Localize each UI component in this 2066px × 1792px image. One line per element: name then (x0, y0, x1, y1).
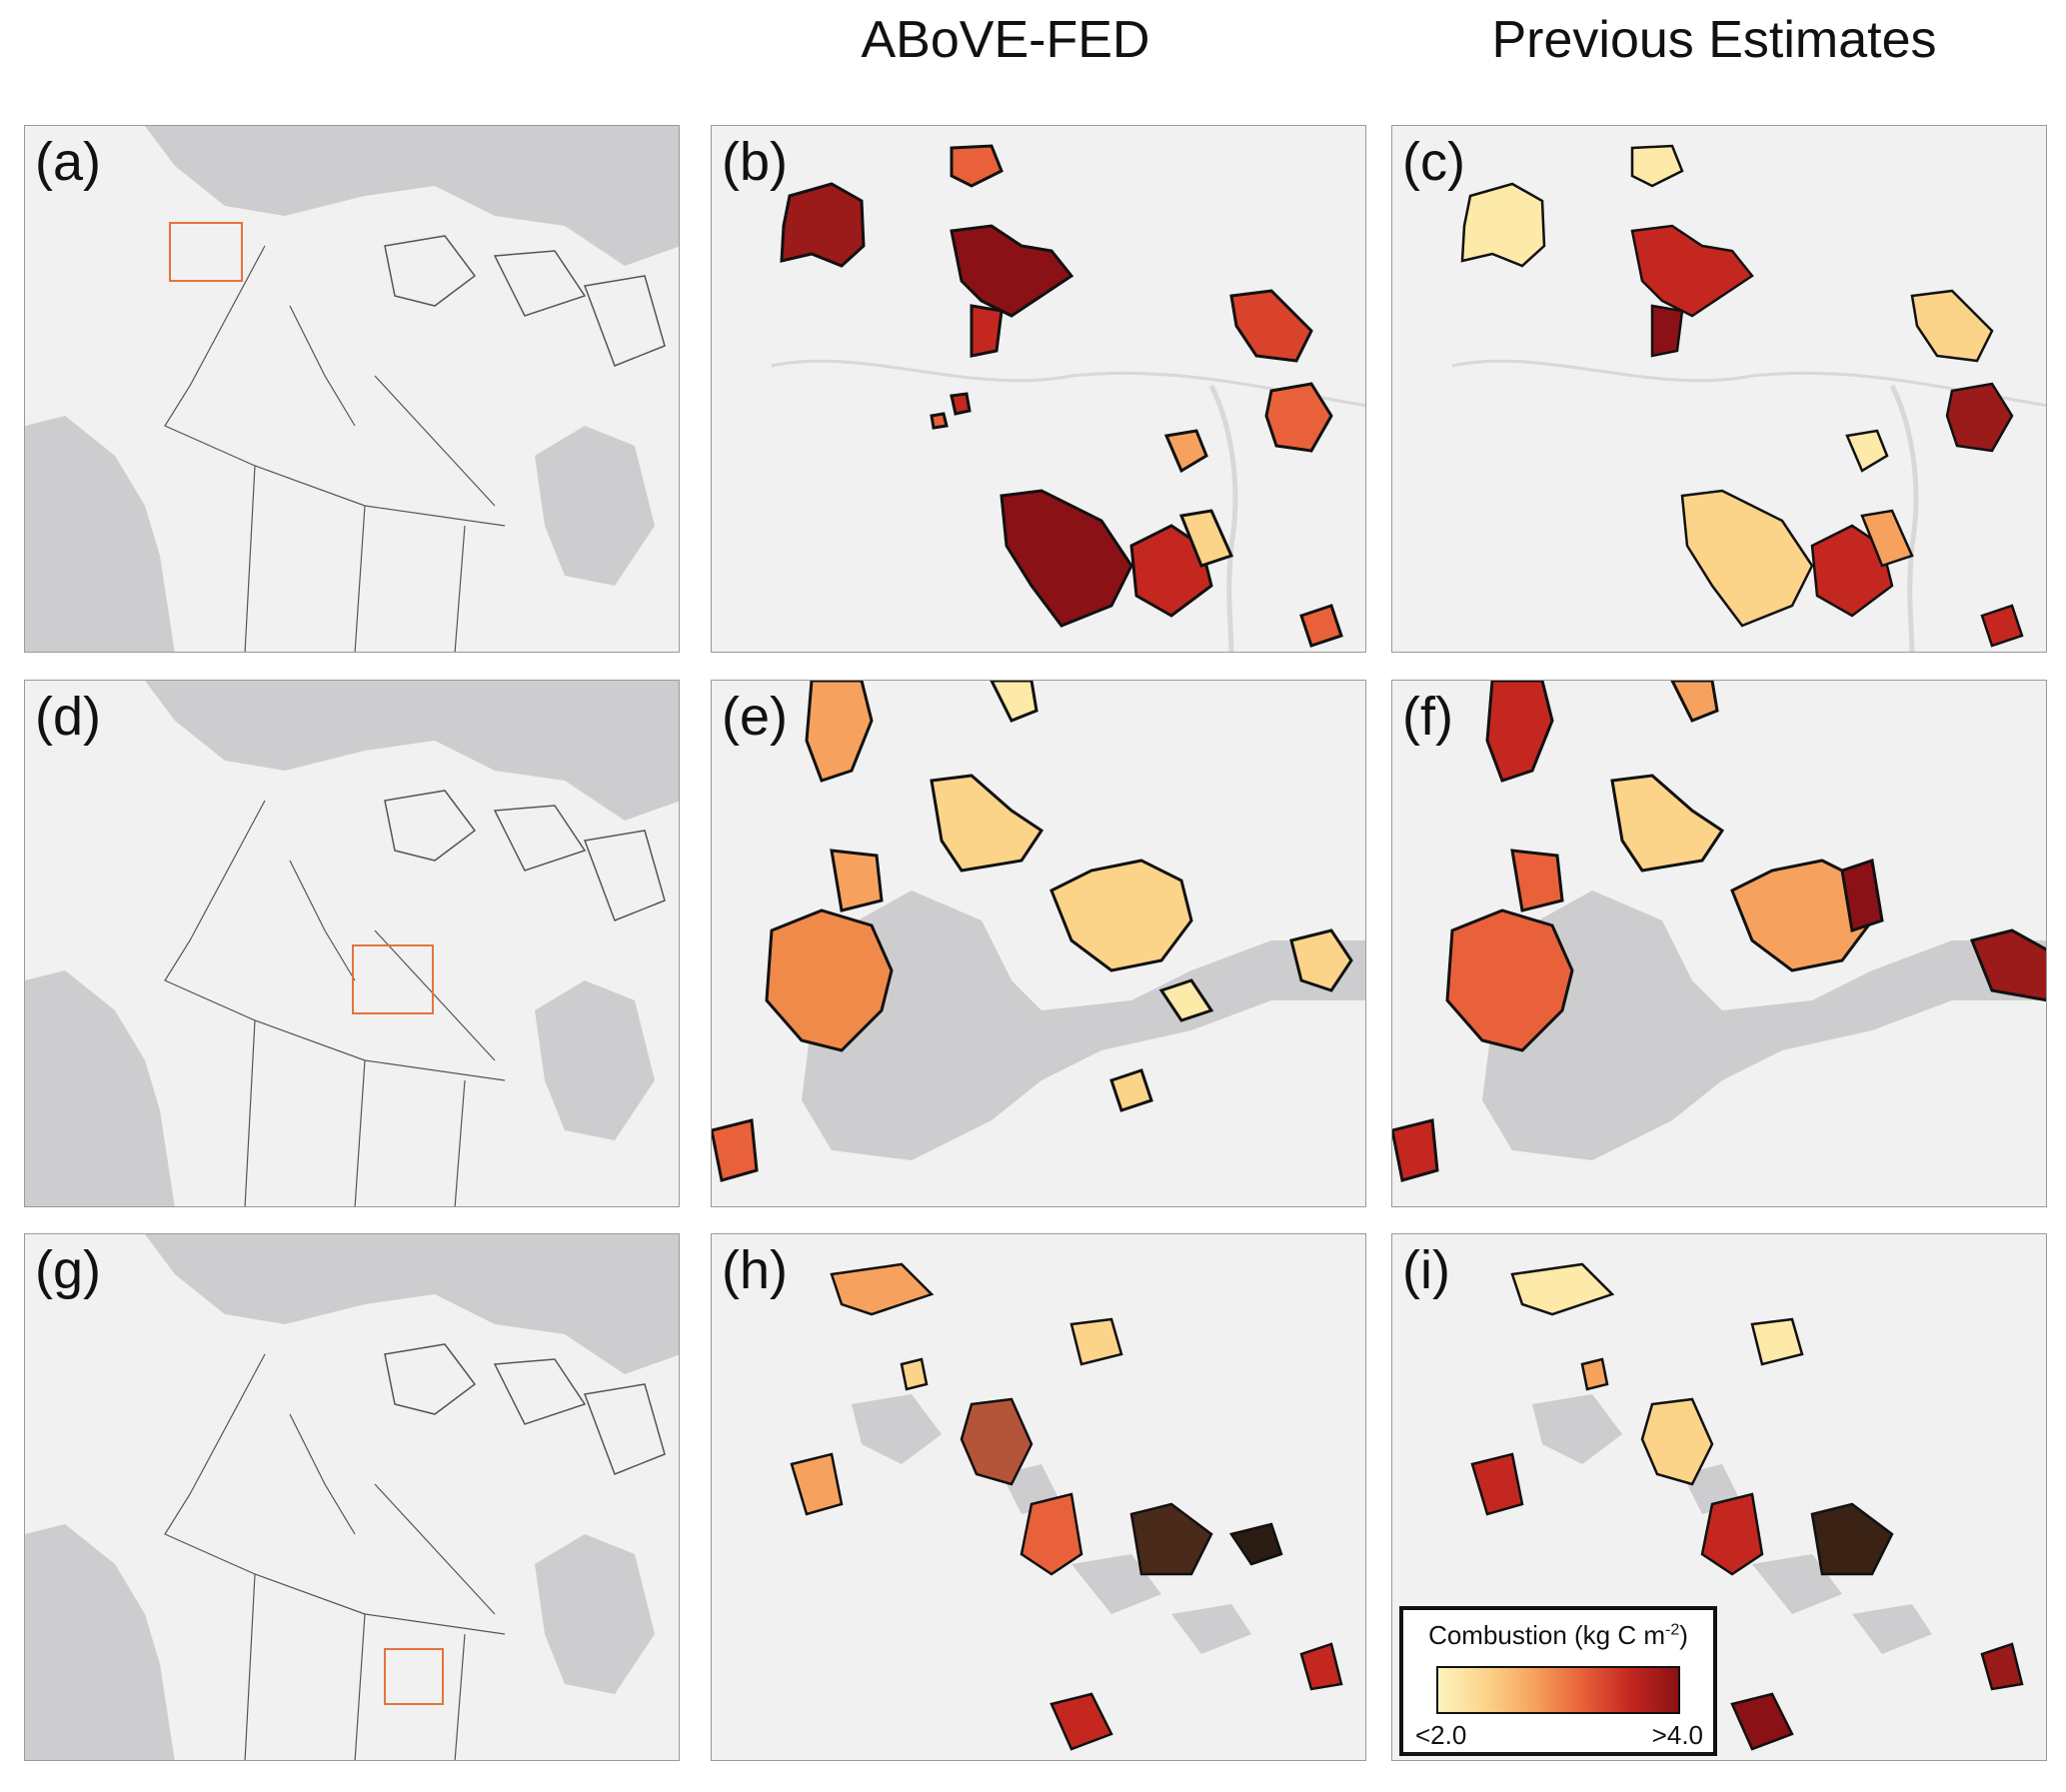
border-lines (164, 800, 506, 1206)
column-header-above-fed: ABoVE-FED (861, 11, 1150, 69)
arctic-ocean (145, 681, 679, 821)
fire-scars (780, 144, 1343, 648)
hudson-bay (535, 1534, 655, 1694)
lake (1482, 891, 2046, 1160)
legend-max-label: >4.0 (1651, 1720, 1703, 1750)
panel-label: (g) (35, 1240, 101, 1300)
lakes (1532, 1394, 1932, 1654)
panel-a-overview-map: (a) (24, 125, 680, 653)
panel-label: (h) (722, 1240, 788, 1300)
panel-label: (f) (1402, 687, 1453, 747)
pacific-ocean (25, 970, 175, 1206)
arctic-ocean (145, 1234, 679, 1374)
panel-label: (d) (35, 687, 101, 747)
panel-e-above-fed-map: (e) (711, 680, 1366, 1207)
inset-box (169, 222, 243, 282)
combustion-legend: Combustion (kg C m-2) <2.0 >4.0 (1399, 1606, 1717, 1756)
panel-c-previous-estimates-map: (c) (1391, 125, 2047, 653)
legend-title: Combustion (kg C m-2) (1428, 1620, 1688, 1650)
lake (802, 891, 1365, 1160)
panel-label: (e) (722, 687, 788, 747)
islands (384, 790, 666, 921)
inset-box (384, 1648, 444, 1705)
border-lines (164, 1353, 506, 1760)
panel-label: (b) (722, 132, 788, 192)
panel-d-overview-map: (d) (24, 680, 680, 1207)
overview-map-svg (25, 126, 679, 652)
fire-scars (1392, 681, 2046, 1182)
overview-map-svg (25, 681, 679, 1206)
panel-label: (i) (1402, 1240, 1450, 1300)
column-header-previous-estimates: Previous Estimates (1491, 11, 1937, 69)
lakes (852, 1394, 1251, 1654)
border-lines (164, 245, 506, 652)
panel-label: (c) (1402, 132, 1465, 192)
fire-scars (790, 1262, 1343, 1751)
inset-box (352, 944, 434, 1014)
panel-g-overview-map: (g) (24, 1233, 680, 1761)
fire-scars (712, 681, 1353, 1182)
islands (384, 1343, 666, 1475)
legend-min-label: <2.0 (1415, 1720, 1467, 1750)
islands (384, 235, 666, 367)
hudson-bay (535, 980, 655, 1140)
panel-f-previous-estimates-map: (f) (1391, 680, 2047, 1207)
hudson-bay (535, 426, 655, 586)
panel-label: (a) (35, 132, 101, 192)
arctic-ocean (145, 126, 679, 266)
panel-h-above-fed-map: (h) (711, 1233, 1366, 1761)
pacific-ocean (25, 416, 175, 652)
fire-scars (1470, 1262, 2024, 1751)
panel-b-above-fed-map: (b) (711, 125, 1366, 653)
fire-scars (1460, 144, 2024, 648)
legend-color-bar (1436, 1666, 1680, 1714)
overview-map-svg (25, 1234, 679, 1760)
pacific-ocean (25, 1524, 175, 1760)
